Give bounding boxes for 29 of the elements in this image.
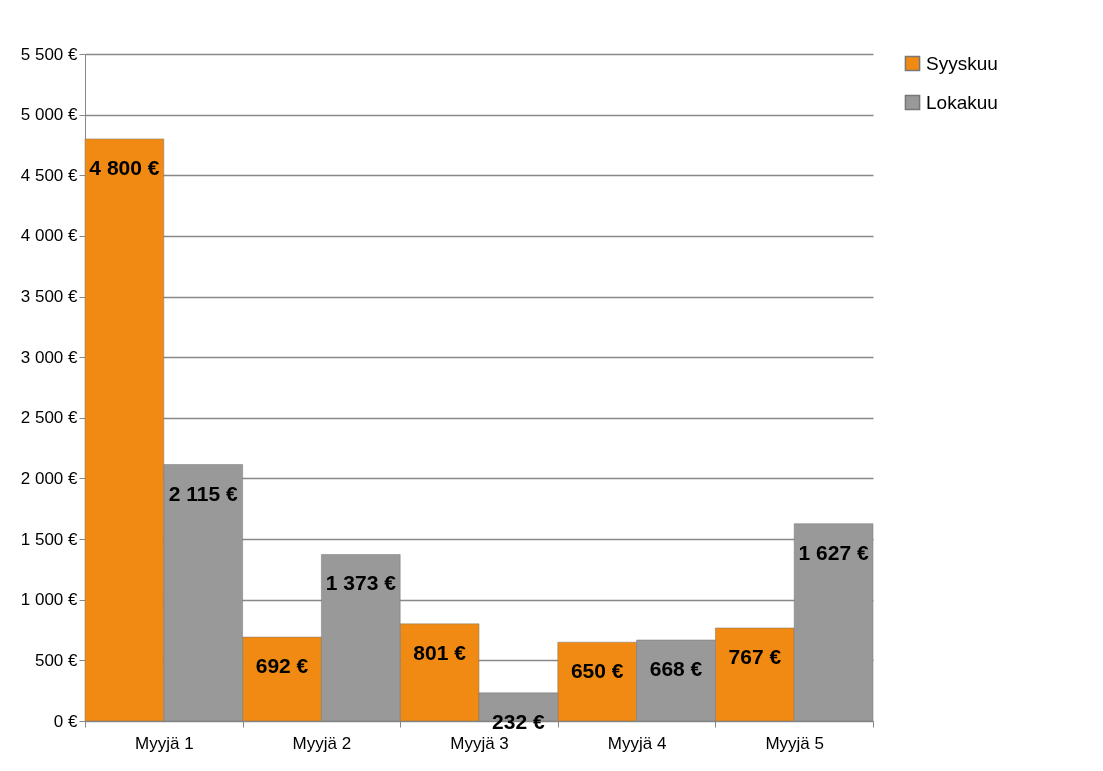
x-tick-label: Myyjä 1 xyxy=(135,733,194,753)
data-label: 232 € xyxy=(492,709,545,733)
data-label: 1 627 € xyxy=(798,540,869,564)
data-label: 4 800 € xyxy=(89,155,160,179)
data-label: 1 373 € xyxy=(325,571,397,595)
x-tick-label: Myyjä 3 xyxy=(450,733,509,753)
y-tick-label: 2 500 € xyxy=(20,408,79,428)
data-label: 801 € xyxy=(413,640,467,664)
y-tick-label: 0 € xyxy=(53,711,79,731)
x-tick-label: Myyjä 5 xyxy=(765,733,824,753)
legend-label: Lokakuu xyxy=(926,91,998,113)
data-label: 668 € xyxy=(649,656,703,680)
y-tick-label: 5 000 € xyxy=(20,105,79,125)
x-tick-label: Myyjä 4 xyxy=(607,733,667,753)
data-label: 2 115 € xyxy=(168,481,238,505)
y-tick-label: 5 500 € xyxy=(20,44,79,64)
y-tick-label: 2 000 € xyxy=(20,468,79,488)
y-tick-label: 4 500 € xyxy=(20,165,79,185)
y-tick-label: 3 000 € xyxy=(20,347,79,367)
x-tick-label: Myyjä 2 xyxy=(292,733,352,753)
y-tick-label: 1 000 € xyxy=(20,590,79,610)
legend-label: Syyskuu xyxy=(926,52,998,74)
data-label: 650 € xyxy=(570,659,624,683)
y-tick-label: 1 500 € xyxy=(20,529,79,549)
y-tick-label: 4 000 € xyxy=(20,226,79,246)
y-tick-label: 500 € xyxy=(34,650,79,670)
data-label: 767 € xyxy=(728,644,782,668)
data-label: 692 € xyxy=(255,654,309,678)
y-tick-label: 3 500 € xyxy=(20,287,79,307)
